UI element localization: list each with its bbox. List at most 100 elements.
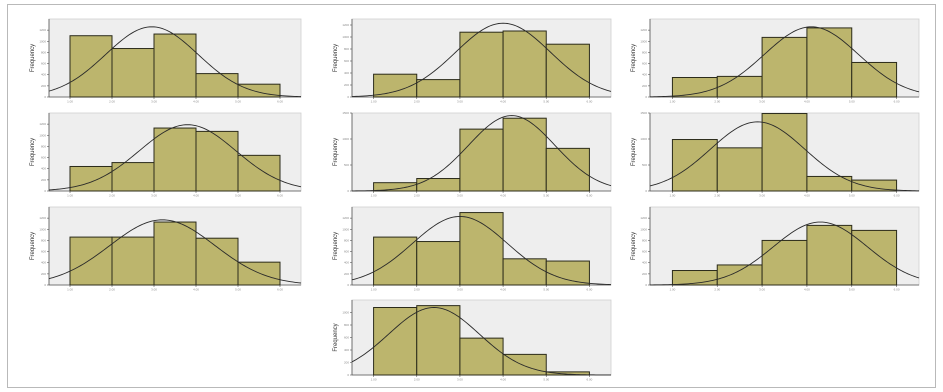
histogram-panel-10: 0 200 400 600 800 1000 1.00 2.00 3.00 4.00 5.00 6.0…	[330, 297, 617, 388]
y-axis-label: Frequency	[631, 232, 637, 260]
histogram-bar	[806, 224, 853, 286]
x-tick-label: 4.00	[804, 194, 810, 198]
x-tick-label: 1.00	[371, 378, 377, 382]
x-tick-label: 6.00	[277, 100, 283, 104]
histogram-5: 0 500 1000 1500 1.00 2.00 3.00 4.00 5.00 6.00 Freq…	[333, 111, 612, 198]
y-axis-label: Frequency	[333, 232, 339, 260]
histogram-bar	[545, 43, 590, 98]
normal-curve	[48, 26, 302, 98]
y-tick-label: 0	[645, 283, 647, 287]
y-tick-label: 0	[645, 95, 647, 99]
y-axis-label: Frequency	[631, 44, 637, 72]
normal-curve	[48, 124, 302, 191]
y-tick-label: 200	[344, 361, 349, 365]
x-tick-label: 5.00	[543, 378, 549, 382]
histogram-bar	[761, 239, 808, 286]
y-tick-label: 1200	[39, 28, 46, 32]
x-tick-label: 5.00	[543, 100, 549, 104]
histogram-bar	[416, 178, 461, 192]
y-tick-label: 500	[344, 163, 349, 167]
x-tick-label: 4.00	[193, 288, 199, 292]
histogram-panel-5: 0 500 1000 1500 1.00 2.00 3.00 4.00 5.00 6.00 Freq…	[330, 110, 617, 204]
y-axis-label: Frequency	[333, 44, 339, 72]
x-tick-label: 3.00	[151, 194, 157, 198]
histogram-bar	[195, 237, 239, 286]
y-tick-label: 400	[41, 167, 46, 171]
x-tick-label: 1.00	[669, 100, 675, 104]
histogram-8: 0 200 400 600 800 1000 1200 1.00 2.00 3.00 4.00 5.0…	[333, 206, 612, 292]
y-tick-label: 400	[344, 348, 349, 352]
histogram-bar	[195, 73, 239, 98]
y-tick-label: 1000	[39, 39, 46, 43]
histogram-panel-4: 0 200 400 600 800 1000 1200 1.00 2.00 3.00 4.00 5.0…	[27, 110, 307, 204]
y-tick-label: 400	[41, 261, 46, 265]
x-tick-label: 6.00	[586, 288, 592, 292]
histogram-bar	[545, 371, 590, 376]
y-tick-label: 200	[642, 272, 647, 276]
y-tick-label: 1000	[342, 137, 349, 141]
x-tick-label: 3.00	[457, 100, 463, 104]
y-tick-label: 400	[41, 73, 46, 77]
y-tick-label: 800	[642, 50, 647, 54]
normal-curve	[649, 221, 920, 286]
histogram-1: 0 200 400 600 800 1000 1200 1.00 2.00 3.00 4.00 5.0…	[30, 18, 302, 104]
y-tick-label: 0	[347, 189, 349, 193]
histogram-bar	[545, 147, 590, 192]
x-tick-label: 2.00	[414, 378, 420, 382]
x-tick-label: 5.00	[235, 194, 241, 198]
y-tick-label: 800	[41, 50, 46, 54]
x-tick-label: 6.00	[894, 100, 900, 104]
y-tick-label: 600	[344, 336, 349, 340]
x-tick-label: 2.00	[414, 100, 420, 104]
histogram-bar	[153, 221, 197, 286]
histogram-bar	[373, 236, 418, 286]
x-tick-label: 6.00	[586, 194, 592, 198]
histogram-9: 0 200 400 600 800 1000 1200 1.00 2.00 3.00 4.00 5.0…	[631, 206, 920, 292]
normal-curve	[351, 115, 612, 192]
y-tick-label: 800	[344, 323, 349, 327]
x-tick-label: 4.00	[193, 194, 199, 198]
histogram-7: 0 200 400 600 800 1000 1200 1.00 2.00 3.00 4.00 5.0…	[30, 206, 302, 292]
x-tick-label: 1.00	[67, 100, 73, 104]
histogram-6: 0 500 1000 1500 1.00 2.00 3.00 4.00 5.00 6.00 Freq…	[631, 111, 920, 198]
y-tick-label: 0	[44, 189, 46, 193]
normal-curve	[649, 26, 920, 98]
histogram-bar	[761, 36, 808, 98]
x-tick-label: 5.00	[849, 288, 855, 292]
x-tick-label: 3.00	[759, 100, 765, 104]
x-tick-label: 3.00	[457, 194, 463, 198]
histogram-bar	[851, 229, 898, 286]
y-tick-label: 1000	[39, 227, 46, 231]
normal-curve	[48, 219, 302, 284]
normal-curve	[649, 121, 920, 192]
x-tick-label: 3.00	[151, 288, 157, 292]
x-tick-label: 4.00	[500, 378, 506, 382]
histogram-bar	[69, 236, 113, 286]
y-tick-label: 0	[44, 95, 46, 99]
histogram-bar	[761, 113, 808, 192]
x-tick-label: 3.00	[151, 100, 157, 104]
x-tick-label: 3.00	[457, 288, 463, 292]
histogram-bar	[545, 260, 590, 286]
histogram-bar	[851, 179, 898, 192]
histogram-bar	[111, 48, 155, 98]
histogram-bar	[502, 353, 547, 376]
y-tick-label: 600	[344, 59, 349, 63]
y-tick-label: 200	[344, 272, 349, 276]
x-tick-label: 4.00	[500, 194, 506, 198]
histogram-bar	[153, 127, 197, 192]
x-tick-label: 1.00	[371, 288, 377, 292]
histogram-panel-8: 0 200 400 600 800 1000 1200 1.00 2.00 3.00 4.00 5.0…	[330, 204, 617, 298]
histogram-bar	[111, 236, 155, 286]
histogram-panel-7: 0 200 400 600 800 1000 1200 1.00 2.00 3.00 4.00 5.0…	[27, 204, 307, 298]
y-axis-label: Frequency	[333, 138, 339, 166]
x-tick-label: 4.00	[804, 288, 810, 292]
histogram-bar	[459, 31, 504, 98]
y-axis-label: Frequency	[631, 138, 637, 166]
y-tick-label: 400	[642, 73, 647, 77]
histogram-panel-1: 0 200 400 600 800 1000 1200 1.00 2.00 3.00 4.00 5.0…	[27, 16, 307, 110]
x-tick-label: 3.00	[759, 194, 765, 198]
y-tick-label: 200	[344, 83, 349, 87]
histogram-bar	[69, 165, 113, 192]
y-tick-label: 1000	[640, 39, 647, 43]
